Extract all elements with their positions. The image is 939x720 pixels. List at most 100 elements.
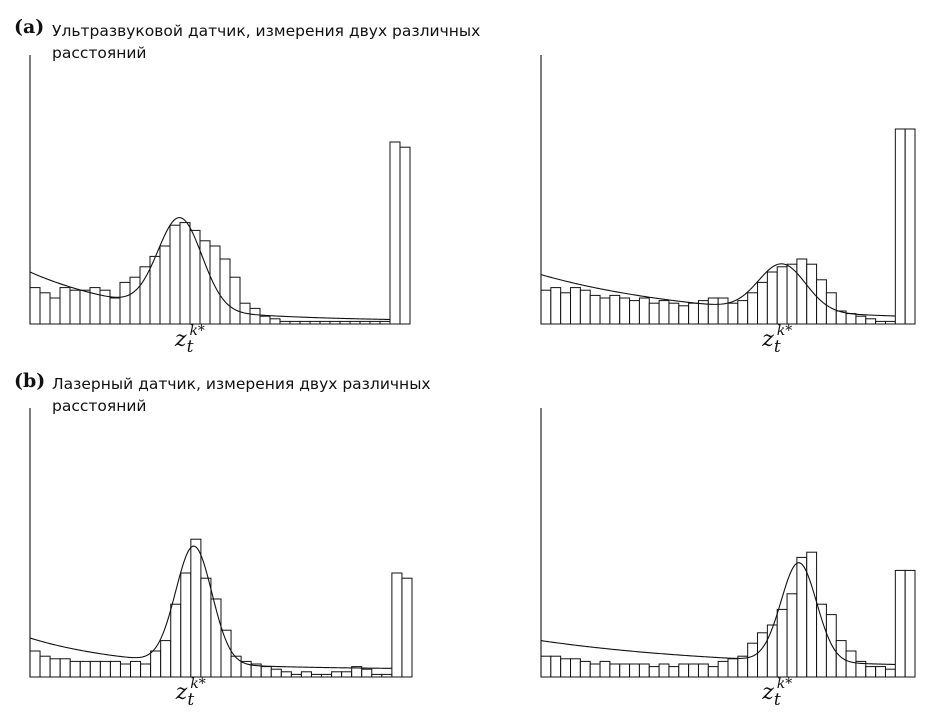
histogram-bar	[786, 263, 798, 325]
histogram-bar	[49, 658, 61, 678]
panel-a-title: Ультразвуковой датчик, измерения двух ра…	[52, 22, 481, 62]
histogram-bar	[697, 663, 709, 678]
histogram-bar	[796, 556, 808, 678]
histogram-bar	[747, 292, 759, 325]
histogram-bar	[200, 577, 212, 678]
panel-b-letter: (b)	[14, 370, 46, 392]
histogram-bar	[129, 276, 141, 325]
measurement-marker-label: ztk*	[175, 676, 206, 710]
histogram-bar	[29, 287, 41, 325]
histogram-bar	[270, 668, 282, 678]
histogram-bar	[109, 660, 121, 678]
histogram-bar	[717, 660, 729, 678]
panel-a-letter: (a)	[14, 16, 45, 38]
histogram-bar	[89, 660, 101, 678]
histogram-bar	[786, 593, 798, 678]
histogram-bar	[707, 666, 719, 678]
histogram-bar	[170, 603, 182, 678]
histogram-bar	[341, 671, 353, 678]
histogram-bar	[835, 640, 847, 678]
histogram-bar	[540, 289, 552, 325]
histogram-bar	[619, 297, 631, 325]
histogram-bar	[707, 297, 719, 325]
histogram-bar	[331, 671, 343, 678]
histogram-bar	[648, 666, 660, 678]
histogram-bar	[757, 281, 768, 325]
histogram-bar	[737, 300, 749, 325]
histogram-bar	[894, 569, 906, 678]
histogram-bar	[160, 640, 172, 678]
histogram-bar	[69, 660, 81, 678]
histogram-bar	[727, 658, 739, 678]
histogram-bar	[865, 318, 877, 325]
histogram-bar	[776, 266, 788, 325]
chart-panel-b-right: ztk*	[540, 408, 916, 710]
histogram-bar	[249, 307, 261, 325]
histogram-bar	[119, 663, 132, 678]
histogram-bar	[904, 128, 916, 325]
histogram-bar	[648, 302, 660, 325]
histogram-bar	[391, 572, 403, 678]
histogram-bar	[658, 663, 670, 678]
histogram-bar	[401, 577, 413, 678]
histogram-bar	[747, 642, 759, 678]
histogram-bar	[560, 658, 572, 678]
histogram-bar	[159, 245, 171, 325]
histogram-bar	[579, 660, 591, 678]
histogram-bar	[727, 302, 739, 325]
histogram-bar	[219, 258, 231, 325]
histogram-bar	[766, 271, 778, 325]
histogram-bar	[140, 663, 152, 678]
histogram-bar	[845, 650, 857, 678]
measurement-marker-label: ztk*	[761, 323, 792, 357]
histogram-bar	[150, 650, 162, 678]
histogram-bar	[766, 624, 778, 678]
histogram-bar	[806, 263, 818, 325]
histogram-bar	[570, 287, 581, 325]
histogram-bar	[550, 655, 562, 678]
histogram-bar	[599, 660, 611, 678]
histogram-bar	[560, 292, 572, 325]
histogram-bar	[609, 294, 621, 325]
histogram-bar	[678, 305, 690, 325]
histogram-bar	[39, 292, 51, 325]
histogram-bar	[130, 660, 142, 678]
histogram-bar	[570, 658, 581, 678]
histogram-bar	[884, 668, 896, 678]
histogram-bar	[757, 632, 768, 678]
histogram-bar	[69, 289, 81, 325]
histogram-bar	[658, 300, 670, 325]
histogram-bar	[550, 287, 562, 325]
histogram-bar	[904, 569, 916, 678]
histogram-bar	[806, 551, 818, 678]
histogram-bar	[865, 666, 877, 678]
histogram-bar	[259, 315, 271, 325]
histogram-bar	[668, 302, 680, 325]
histogram-bar	[79, 660, 91, 678]
histogram-bar	[49, 297, 61, 325]
histogram-bar	[589, 294, 601, 325]
chart-panel-b-left: ztk*	[29, 408, 413, 710]
histogram-bar	[638, 297, 650, 325]
fitted-curve	[29, 545, 392, 669]
histogram-bar	[816, 603, 827, 678]
histogram-bar	[220, 629, 232, 678]
histogram-bar	[776, 608, 788, 678]
histogram-bar	[29, 650, 41, 678]
histogram-bar	[668, 666, 680, 678]
histogram-bar	[39, 655, 51, 678]
histogram-bar	[230, 655, 242, 678]
measurement-marker-label: ztk*	[174, 323, 205, 357]
histogram-bar	[609, 663, 621, 678]
panel-b-title: Лазерный датчик, измерения двух различны…	[52, 375, 431, 415]
chart-panel-a-right: ztk*	[540, 55, 916, 357]
histogram-bar	[678, 663, 690, 678]
histogram-bar	[229, 276, 241, 325]
histogram-bar	[399, 146, 411, 325]
histogram-bar	[875, 666, 886, 678]
histogram-bar	[389, 141, 401, 325]
histogram-bar	[619, 663, 631, 678]
histogram-bar	[79, 289, 91, 325]
histogram-bar	[119, 281, 131, 325]
